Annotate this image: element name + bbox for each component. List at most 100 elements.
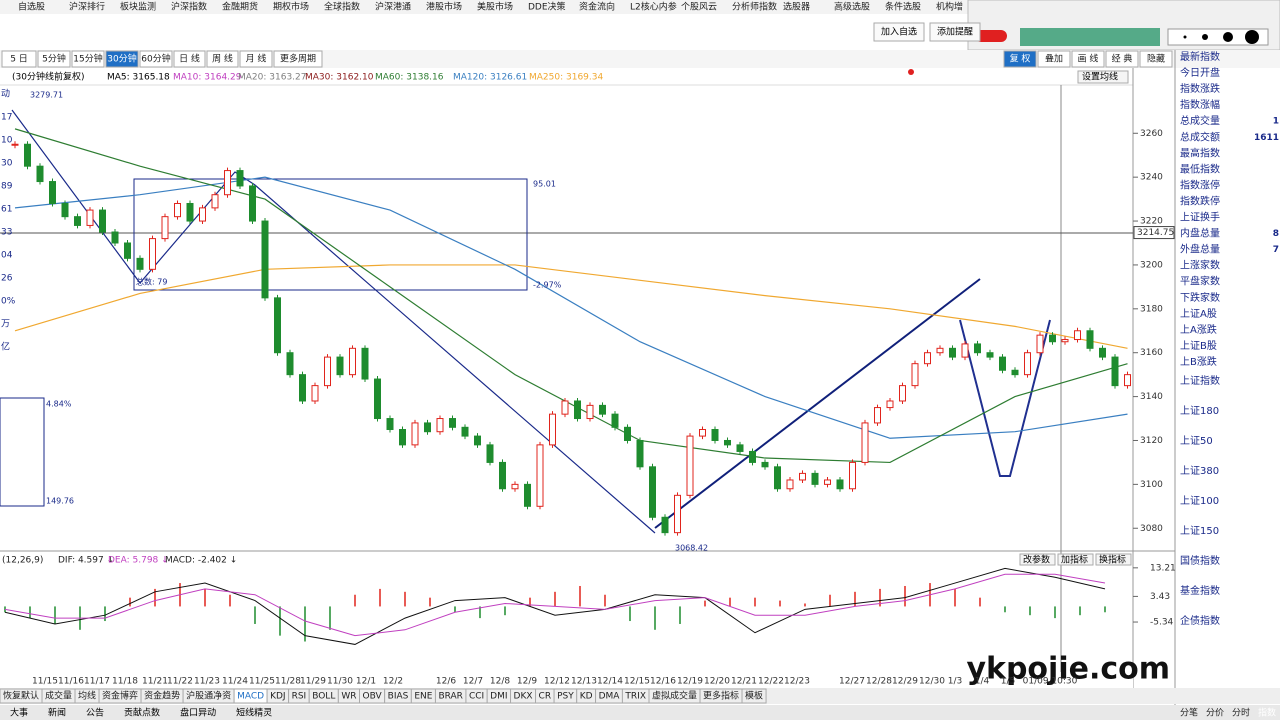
bottom-tab[interactable]: 指数 <box>1258 707 1276 719</box>
indicator-label[interactable]: TRIX <box>624 692 646 702</box>
menu-item[interactable]: 港股市场 <box>426 1 462 13</box>
indicator-label[interactable]: RSI <box>292 692 307 702</box>
menu-item[interactable]: L2核心内参 <box>630 1 677 13</box>
menu-item[interactable]: 金融期货 <box>222 1 258 13</box>
button[interactable] <box>873 22 925 42</box>
tool-button[interactable] <box>1139 50 1173 68</box>
indicator-label[interactable]: DMI <box>490 692 507 702</box>
menu-item[interactable]: 期权市场 <box>273 1 309 13</box>
tool-label[interactable]: 复 权 <box>1010 53 1031 65</box>
index-label[interactable]: 国债指数 <box>1180 554 1220 567</box>
indicator-tab[interactable] <box>741 688 767 704</box>
period-label[interactable]: 月 线 <box>246 53 267 65</box>
period-label[interactable]: 5分钟 <box>42 53 66 65</box>
indicator-label[interactable]: 模板 <box>745 690 763 702</box>
menu-item[interactable]: 高级选股 <box>834 1 870 13</box>
menu-item[interactable]: 板块监测 <box>120 1 156 13</box>
period-tab[interactable] <box>206 50 239 68</box>
tool-label[interactable]: 隐藏 <box>1147 53 1165 65</box>
bottom-tab[interactable]: 大事 <box>10 707 28 719</box>
menu-item[interactable]: 选股器 <box>783 1 810 13</box>
indicator-label[interactable]: KD <box>580 692 593 702</box>
period-tab[interactable] <box>1 50 37 68</box>
menu-item[interactable]: 沪深排行 <box>69 1 105 13</box>
button-label[interactable]: 设置均线 <box>1082 71 1118 83</box>
indicator-label[interactable]: ENE <box>414 692 432 702</box>
period-tab[interactable] <box>139 50 173 68</box>
button-label[interactable]: 添加提醒 <box>937 27 973 38</box>
indicator-label[interactable]: WR <box>341 692 356 702</box>
menu-item[interactable]: 个股风云 <box>681 2 717 13</box>
period-label[interactable]: 周 线 <box>212 53 233 65</box>
indicator-label[interactable]: DKX <box>514 692 533 702</box>
menu-item[interactable]: 全球指数 <box>324 1 360 13</box>
index-label[interactable]: 上证50 <box>1180 435 1213 447</box>
bottom-tab[interactable]: 短线精灵 <box>236 707 272 719</box>
bottom-tab[interactable]: 公告 <box>86 707 104 719</box>
index-label[interactable]: 企债指数 <box>1180 614 1220 627</box>
indicator-label[interactable]: BRAR <box>438 692 462 702</box>
indicator-label[interactable]: PSY <box>557 692 574 702</box>
period-tab[interactable] <box>105 50 139 68</box>
button[interactable] <box>929 22 981 42</box>
menu-item[interactable]: 自选股 <box>18 1 45 13</box>
tool-button[interactable] <box>1037 50 1071 68</box>
button-label[interactable]: 加入自选 <box>881 26 917 38</box>
indicator-label[interactable]: BOLL <box>312 692 335 702</box>
button-label[interactable]: 改参数 <box>1023 554 1050 566</box>
period-label[interactable]: 30分钟 <box>107 53 136 65</box>
indicator-label[interactable]: CCI <box>469 692 484 702</box>
tool-label[interactable]: 叠加 <box>1045 54 1063 65</box>
indicator-label[interactable]: 均线 <box>78 690 96 702</box>
indicator-label[interactable]: 沪股通净资 <box>186 690 231 702</box>
bottom-tab[interactable]: 新闻 <box>48 707 66 719</box>
tool-label[interactable]: 画 线 <box>1078 53 1099 65</box>
index-label[interactable]: 上证380 <box>1180 465 1219 477</box>
menu-item[interactable]: 分析师指数 <box>732 1 777 13</box>
period-tab[interactable] <box>37 50 71 68</box>
menu-item[interactable]: 资金流向 <box>579 1 615 13</box>
period-tab[interactable] <box>173 50 206 68</box>
period-label[interactable]: 15分钟 <box>73 53 102 65</box>
menu-item[interactable]: 条件选股 <box>885 1 921 13</box>
button-label[interactable]: 换指标 <box>1099 554 1126 566</box>
period-tab[interactable] <box>71 50 105 68</box>
menu-item[interactable]: 沪深港通 <box>375 1 411 13</box>
indicator-label[interactable]: BIAS <box>388 692 409 702</box>
tool-button[interactable] <box>1105 50 1139 68</box>
indicator-label[interactable]: 资金趋势 <box>144 690 180 702</box>
menu-item[interactable]: 美股市场 <box>477 1 513 13</box>
index-label[interactable]: 上证150 <box>1180 525 1219 537</box>
indicator-label[interactable]: KDJ <box>270 692 286 702</box>
bottom-tab[interactable]: 分价 <box>1206 708 1224 719</box>
index-label[interactable]: 基金指数 <box>1180 584 1220 597</box>
indicator-label[interactable]: DMA <box>599 692 621 702</box>
button[interactable] <box>1095 553 1132 566</box>
menu-item[interactable]: DDE决策 <box>528 1 566 13</box>
period-tab[interactable] <box>239 50 273 68</box>
index-label[interactable]: 上证指数 <box>1180 374 1220 387</box>
menu-item[interactable]: 机构增 <box>936 1 963 13</box>
indicator-label[interactable]: 更多指标 <box>703 690 739 702</box>
period-tab[interactable] <box>273 50 323 68</box>
period-label[interactable]: 5 日 <box>10 54 28 65</box>
bottom-tab[interactable]: 分笔 <box>1180 707 1198 719</box>
indicator-label[interactable]: CR <box>539 692 552 702</box>
period-label[interactable]: 更多周期 <box>280 53 316 65</box>
tool-label[interactable]: 经 典 <box>1112 53 1133 65</box>
period-label[interactable]: 日 线 <box>179 53 200 65</box>
button[interactable] <box>1077 70 1129 84</box>
bottom-tab[interactable]: 盘口异动 <box>180 707 216 719</box>
bottom-tab[interactable]: 贡献点数 <box>124 707 160 719</box>
indicator-label[interactable]: 资金博弈 <box>102 690 138 702</box>
indicator-label[interactable]: 成交量 <box>45 690 72 702</box>
tool-button[interactable] <box>1071 50 1105 68</box>
indicator-label[interactable]: OBV <box>363 692 383 702</box>
indicator-label[interactable]: 恢复默认 <box>3 690 39 702</box>
button[interactable] <box>1019 553 1056 566</box>
period-label[interactable]: 60分钟 <box>141 53 170 65</box>
index-label[interactable]: 上证180 <box>1180 405 1219 417</box>
menu-item[interactable]: 沪深指数 <box>171 1 207 13</box>
tool-button[interactable] <box>1003 50 1037 68</box>
index-label[interactable]: 上证100 <box>1180 495 1219 507</box>
